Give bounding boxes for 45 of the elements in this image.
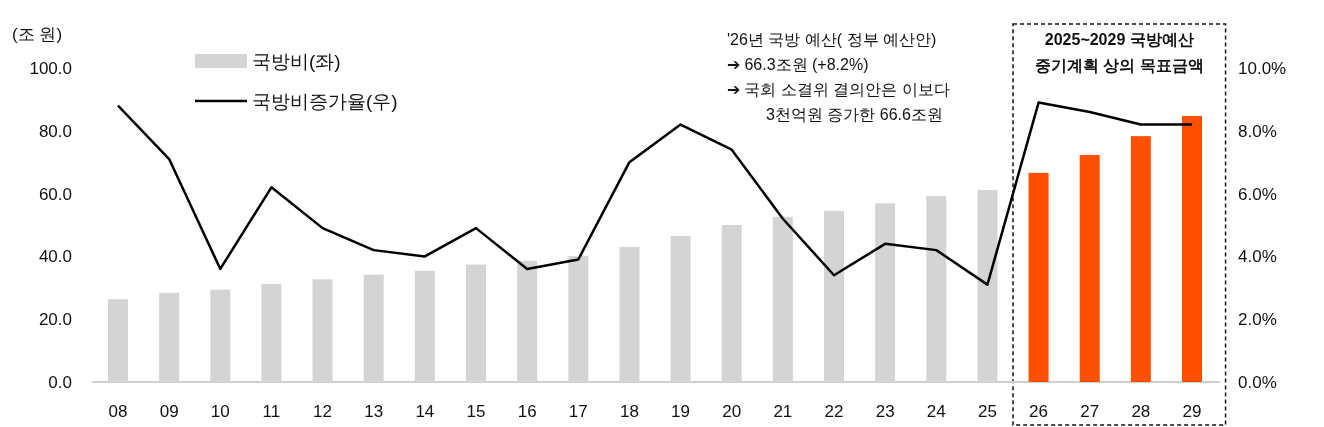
y-tick-label: 80.0	[38, 121, 72, 141]
y2-tick-label: 6.0%	[1238, 184, 1277, 204]
annotation: ➔ 국회 소결위 결의안은 이보다 3천억원 증가한 66.6조원	[727, 81, 950, 123]
y2-tick-label: 8.0%	[1238, 121, 1277, 141]
x-tick-label: 13	[364, 402, 384, 421]
y2-tick-label: 0.0%	[1238, 373, 1277, 392]
x-tick-label: 18	[619, 402, 639, 421]
y2-tick-label: 4.0%	[1238, 247, 1277, 267]
x-tick-label: 16	[517, 402, 537, 421]
legend-label: 국방비증가율(우)	[252, 91, 398, 112]
x-tick-label: 27	[1080, 402, 1100, 421]
bar	[1028, 172, 1049, 382]
y-tick-label: 60.0	[38, 184, 72, 204]
x-tick-label: 28	[1131, 402, 1151, 421]
x-tick-label: 10	[210, 402, 230, 421]
x-tick-label: 14	[415, 402, 435, 421]
bar	[1182, 116, 1202, 382]
x-tick-label: 08	[108, 402, 128, 421]
text: '26년 국방 예산( 정부 예산안)	[727, 31, 937, 48]
x-tick-label: 22	[824, 402, 844, 421]
x-tick-label: 20	[722, 402, 742, 421]
bar	[1130, 136, 1151, 382]
x-tick-label: 24	[926, 402, 946, 421]
y2-tick-label: 2.0%	[1238, 310, 1277, 330]
y-tick-label: 0.0	[48, 373, 72, 392]
annotation: ➔ 66.3조원 (+8.2%)	[727, 56, 869, 73]
legend-label: 국방비(좌)	[252, 51, 341, 72]
x-tick-label: 09	[159, 402, 179, 421]
bar	[1079, 154, 1100, 382]
y2-tick-label: 10.0%	[1238, 59, 1287, 78]
x-tick-label: 11	[262, 402, 281, 421]
x-tick-label: 21	[773, 402, 793, 421]
x-tick-label: 26	[1029, 402, 1049, 421]
y-tick-label: 100.0	[29, 59, 72, 78]
x-tick-label: 12	[313, 402, 333, 421]
x-tick-label: 19	[671, 402, 691, 421]
y-axis-title: (조 원)	[12, 25, 63, 44]
x-tick-label: 15	[466, 402, 486, 421]
y-tick-label: 40.0	[38, 247, 72, 267]
annotation: 2025~2029 국방예산 중기계획 상의 목표금액	[1034, 31, 1204, 74]
x-tick-label: 17	[568, 402, 588, 421]
x-tick-label: 25	[977, 402, 997, 421]
x-tick-label: 29	[1182, 402, 1202, 421]
y-tick-label: 20.0	[38, 310, 72, 330]
x-tick-label: 23	[875, 402, 895, 421]
